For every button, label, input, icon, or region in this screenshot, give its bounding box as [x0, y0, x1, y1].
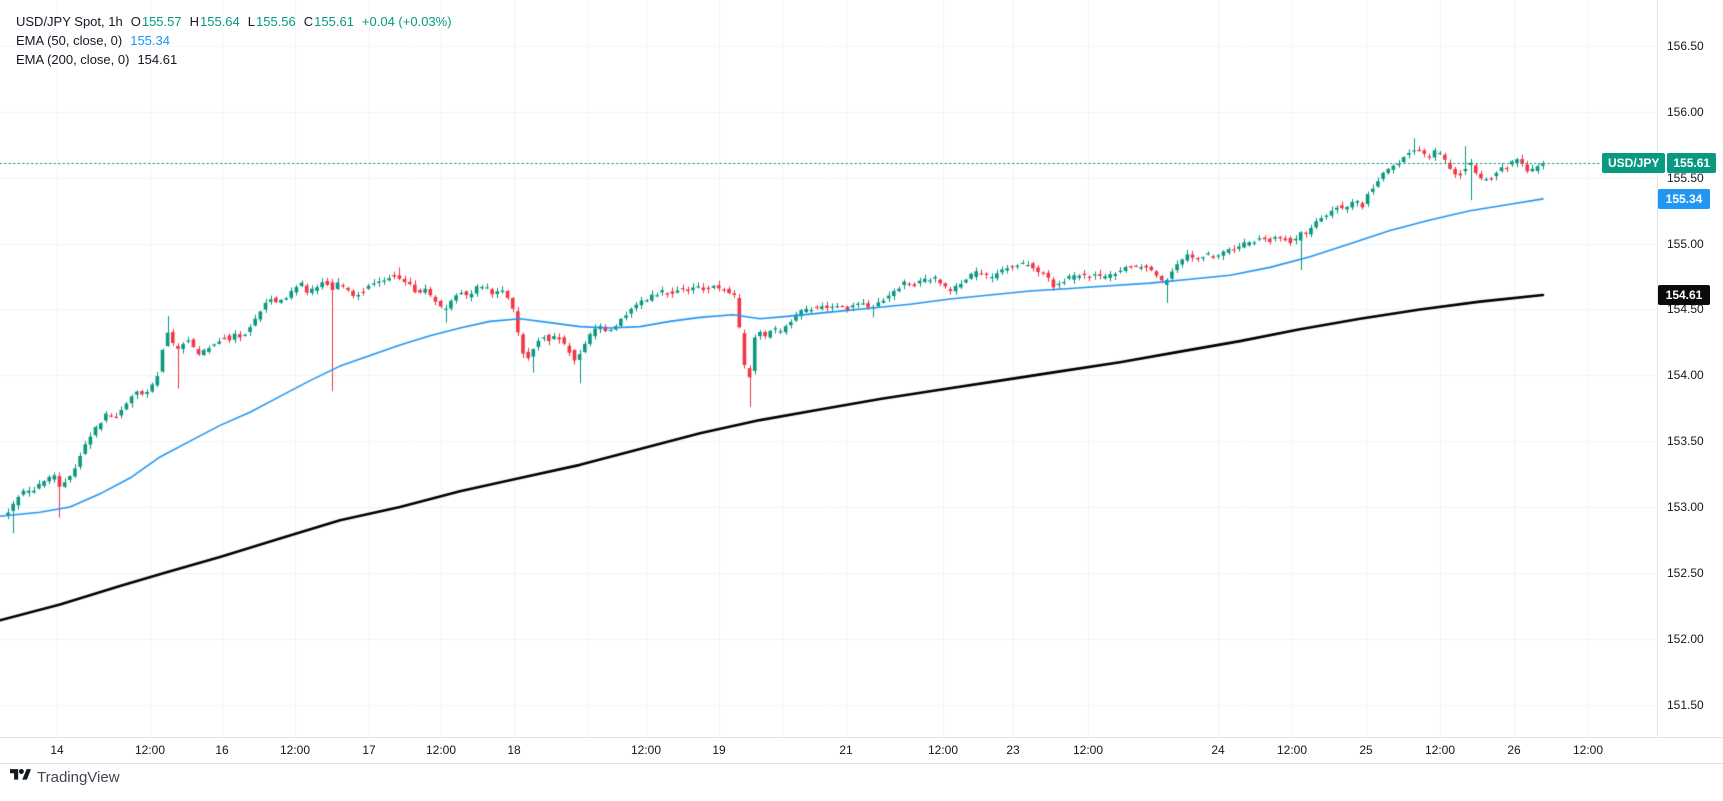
high-value: 155.64	[200, 14, 240, 29]
ema200-label: EMA (200, close, 0)	[16, 52, 130, 67]
time-axis-label: 12:00	[1424, 743, 1456, 757]
time-axis-label: 12:00	[1072, 743, 1104, 757]
ema50-badge-value: 155.34	[1665, 191, 1703, 206]
ema200-price-badge: 154.61	[1658, 285, 1710, 306]
ema200-value: 154.61	[137, 52, 178, 67]
price-axis-label: 154.50	[1667, 302, 1704, 317]
low-value: 155.56	[256, 14, 296, 29]
time-axis-label: 21	[839, 743, 853, 757]
time-axis-label: 23	[1006, 743, 1020, 757]
time-axis-label: 14	[50, 743, 64, 757]
ema50-row: EMA (50, close, 0) 155.34	[16, 31, 452, 50]
symbol-row: USD/JPY Spot, 1h O 155.57 H 155.64 L 155.56…	[16, 12, 452, 31]
price-axis[interactable]: 156.50 156.00 155.50 155.00 154.50 154.00 153.…	[1657, 0, 1723, 737]
low-label: L	[247, 14, 255, 29]
tradingview-logo[interactable]: TradingView	[10, 766, 120, 789]
time-axis-label: 12:00	[927, 743, 959, 757]
price-axis-label: 151.50	[1667, 697, 1704, 712]
time-axis-label: 25	[1359, 743, 1373, 757]
price-axis-label: 155.00	[1667, 236, 1704, 251]
chart-canvas[interactable]	[0, 0, 1657, 737]
time-axis-label: 17	[362, 743, 376, 757]
open-label: O	[130, 14, 141, 29]
time-axis-label: 16	[215, 743, 229, 757]
price-axis-label: 156.50	[1667, 39, 1704, 54]
ticker-label: USD/JPY	[1602, 153, 1666, 174]
time-axis-label: 18	[507, 743, 521, 757]
change-value: +0.04 (+0.03%)	[361, 14, 452, 29]
time-axis-label: 19	[712, 743, 726, 757]
ema200-row: EMA (200, close, 0) 154.61	[16, 50, 452, 69]
tradingview-logo-text: TradingView	[37, 769, 120, 786]
ema50-value: 155.34	[130, 33, 170, 48]
symbol-title: USD/JPY Spot, 1h	[16, 14, 123, 29]
close-value: 155.61	[314, 14, 354, 29]
time-axis-label: 12:00	[1276, 743, 1308, 757]
time-axis-label: 24	[1211, 743, 1225, 757]
price-axis-label: 155.50	[1667, 170, 1704, 185]
ema50-label: EMA (50, close, 0)	[16, 33, 123, 48]
last-price-badge: USD/JPY 155.61	[1602, 153, 1717, 174]
time-axis-label: 12:00	[630, 743, 662, 757]
price-axis-label: 152.50	[1667, 565, 1704, 580]
price-axis-label: 154.00	[1667, 368, 1704, 383]
legend: USD/JPY Spot, 1h O 155.57 H 155.64 L 155.56…	[16, 12, 452, 69]
price-axis-label: 153.00	[1667, 500, 1704, 514]
open-value: 155.57	[141, 14, 182, 29]
last-price-value: 155.61	[1667, 153, 1717, 174]
price-axis-label: 156.00	[1667, 104, 1704, 119]
time-axis-label: 12:00	[279, 743, 311, 757]
price-axis-label: 152.00	[1667, 631, 1704, 646]
ema50-price-badge: 155.34	[1658, 188, 1710, 209]
high-label: H	[189, 14, 199, 29]
time-axis-label: 26	[1507, 743, 1521, 757]
time-axis[interactable]: 14 12:00 16 12:00 17 12:00 18 12:00 19 21 12:00 23 1…	[0, 737, 1723, 764]
time-axis-label: 12:00	[425, 743, 457, 757]
tradingview-logo-icon	[10, 766, 31, 789]
ema200-badge-value: 154.61	[1665, 288, 1703, 303]
time-axis-label: 12:00	[134, 743, 166, 757]
time-axis-label: 12:00	[1572, 743, 1604, 757]
close-label: C	[303, 14, 314, 29]
price-axis-label: 153.50	[1667, 434, 1704, 449]
